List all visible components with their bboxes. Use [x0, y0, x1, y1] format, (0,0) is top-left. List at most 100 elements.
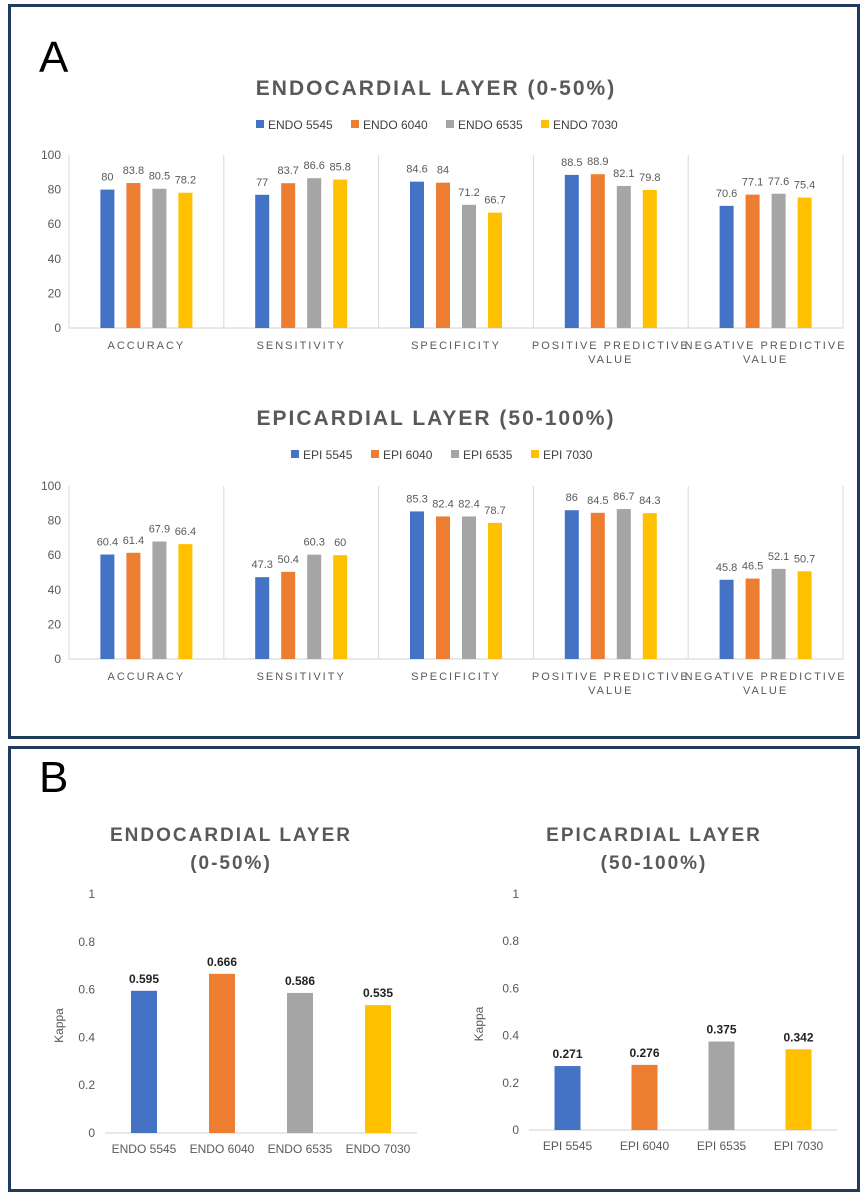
data-label: 84.3 — [639, 495, 660, 507]
chart-title: (50-100%) — [601, 853, 708, 874]
data-label: 46.5 — [742, 561, 763, 573]
data-label: 45.8 — [716, 562, 737, 574]
legend-swatch-epi-6535 — [451, 450, 459, 458]
bar-endo-6535-accuracy — [152, 188, 167, 328]
legend-label-endo-6040: ENDO 6040 — [363, 118, 428, 132]
y-tick-label: 0.4 — [78, 1030, 95, 1044]
bar-epi-5545-accuracy — [100, 554, 115, 659]
category-label-epi-7030: EPI 7030 — [774, 1139, 824, 1153]
category-label-endo-6040: ENDO 6040 — [190, 1142, 255, 1156]
bar-epi-6040-positive-predictive — [590, 512, 605, 659]
data-label: 75.4 — [794, 180, 815, 192]
data-label: 84.6 — [406, 164, 427, 176]
data-label: 82.4 — [432, 498, 453, 510]
data-label: 83.8 — [123, 165, 144, 177]
bar-endo-7030-sensitivity — [333, 179, 348, 328]
data-label: 77.1 — [742, 177, 763, 189]
y-tick-label: 60 — [48, 548, 62, 562]
y-tick-label: 0.8 — [78, 935, 95, 949]
data-label: 77 — [256, 177, 268, 189]
y-tick-label: 20 — [48, 286, 62, 300]
data-label: 78.7 — [484, 505, 505, 517]
data-label: 80.5 — [149, 171, 170, 183]
y-tick-label: 1 — [88, 887, 95, 901]
bar-epi-6535-sensitivity — [307, 554, 322, 659]
bar-epi-5545-negative-predictive — [719, 579, 734, 659]
category-label-negative-predictive: VALUE — [743, 685, 788, 697]
data-label: 0.666 — [207, 955, 237, 969]
data-label: 0.595 — [129, 972, 159, 986]
bar-endo-6040 — [209, 973, 235, 1133]
y-tick-label: 0.6 — [502, 981, 519, 995]
panel-a-charts: ENDOCARDIAL LAYER (0-50%) ENDO 5545 ENDO 6… — [41, 77, 847, 697]
bar-epi-7030-sensitivity — [333, 555, 348, 659]
data-label: 86.7 — [613, 491, 634, 503]
data-label: 78.2 — [175, 175, 196, 187]
bar-epi-6040-sensitivity — [281, 571, 296, 659]
category-label-positive-predictive: VALUE — [588, 354, 633, 366]
data-label: 60 — [334, 537, 346, 549]
bar-endo-6535-specificity — [462, 204, 476, 328]
data-label: 80 — [101, 172, 113, 184]
legend-swatch-epi-6040 — [371, 450, 379, 458]
bar-endo-6040-specificity — [436, 182, 450, 328]
data-label: 71.2 — [458, 187, 479, 199]
bar-endo-7030-negative-predictive — [797, 197, 812, 328]
category-label-specificity: SPECIFICITY — [411, 671, 501, 683]
bar-endo-7030 — [365, 1005, 391, 1133]
data-label: 88.5 — [561, 157, 582, 169]
data-label: 60.3 — [303, 537, 324, 549]
data-label: 61.4 — [123, 535, 144, 547]
bar-epi-6535 — [708, 1041, 735, 1130]
y-tick-label: 0.2 — [502, 1076, 519, 1090]
data-label: 50.7 — [794, 553, 815, 565]
data-label: 84 — [437, 165, 449, 177]
bar-endo-5545-positive-predictive — [564, 174, 579, 328]
chart-title: ENDOCARDIAL LAYER (0-50%) — [256, 77, 616, 100]
y-tick-label: 60 — [48, 217, 62, 231]
data-label: 77.6 — [768, 176, 789, 188]
bar-endo-6040-accuracy — [126, 183, 141, 328]
y-tick-label: 0.6 — [78, 983, 95, 997]
category-label-sensitivity: SENSITIVITY — [257, 340, 346, 352]
bar-epi-6535-accuracy — [152, 541, 167, 659]
data-label: 47.3 — [251, 559, 272, 571]
chart-title: EPICARDIAL LAYER (50-100%) — [257, 407, 616, 430]
bar-epi-7030-accuracy — [178, 544, 193, 659]
category-label-positive-predictive: POSITIVE PREDICTIVE — [532, 671, 690, 683]
bar-endo-6535-positive-predictive — [616, 185, 631, 328]
bar-epi-5545-positive-predictive — [564, 510, 579, 659]
y-tick-label: 0 — [54, 652, 61, 666]
chart-title: ENDOCARDIAL LAYER — [110, 825, 352, 846]
category-label-accuracy: ACCURACY — [108, 340, 186, 352]
y-tick-label: 100 — [41, 479, 61, 493]
bar-endo-7030-positive-predictive — [642, 189, 657, 328]
bar-endo-6535-sensitivity — [307, 178, 322, 328]
data-label: 0.276 — [629, 1046, 659, 1060]
category-label-negative-predictive: NEGATIVE PREDICTIVE — [685, 671, 847, 683]
bar-epi-7030-specificity — [488, 522, 502, 659]
data-label: 66.4 — [175, 526, 196, 538]
bar-epi-6040-specificity — [436, 516, 450, 659]
legend-label-epi-6535: EPI 6535 — [463, 448, 513, 462]
bar-epi-5545-sensitivity — [255, 577, 270, 659]
y-tick-label: 80 — [48, 183, 62, 197]
bar-endo-5545-specificity — [410, 181, 424, 328]
data-label: 60.4 — [97, 537, 118, 549]
data-label: 0.375 — [706, 1023, 736, 1037]
y-axis-label: Kappa — [52, 1008, 66, 1043]
data-label: 0.586 — [285, 974, 315, 988]
bar-endo-5545-accuracy — [100, 189, 115, 328]
legend-swatch-endo-5545 — [256, 120, 264, 128]
data-label: 79.8 — [639, 172, 660, 184]
bar-epi-5545-specificity — [410, 511, 424, 659]
bar-endo-6040-negative-predictive — [745, 194, 760, 328]
y-tick-label: 80 — [48, 514, 62, 528]
bar-epi-5545 — [554, 1066, 581, 1130]
bar-epi-6040-accuracy — [126, 552, 141, 659]
bar-endo-5545-sensitivity — [255, 194, 270, 328]
category-label-negative-predictive: NEGATIVE PREDICTIVE — [685, 340, 847, 352]
bar-endo-7030-accuracy — [178, 192, 193, 328]
chart-title: EPICARDIAL LAYER — [546, 825, 762, 846]
bar-epi-6040 — [631, 1064, 658, 1130]
